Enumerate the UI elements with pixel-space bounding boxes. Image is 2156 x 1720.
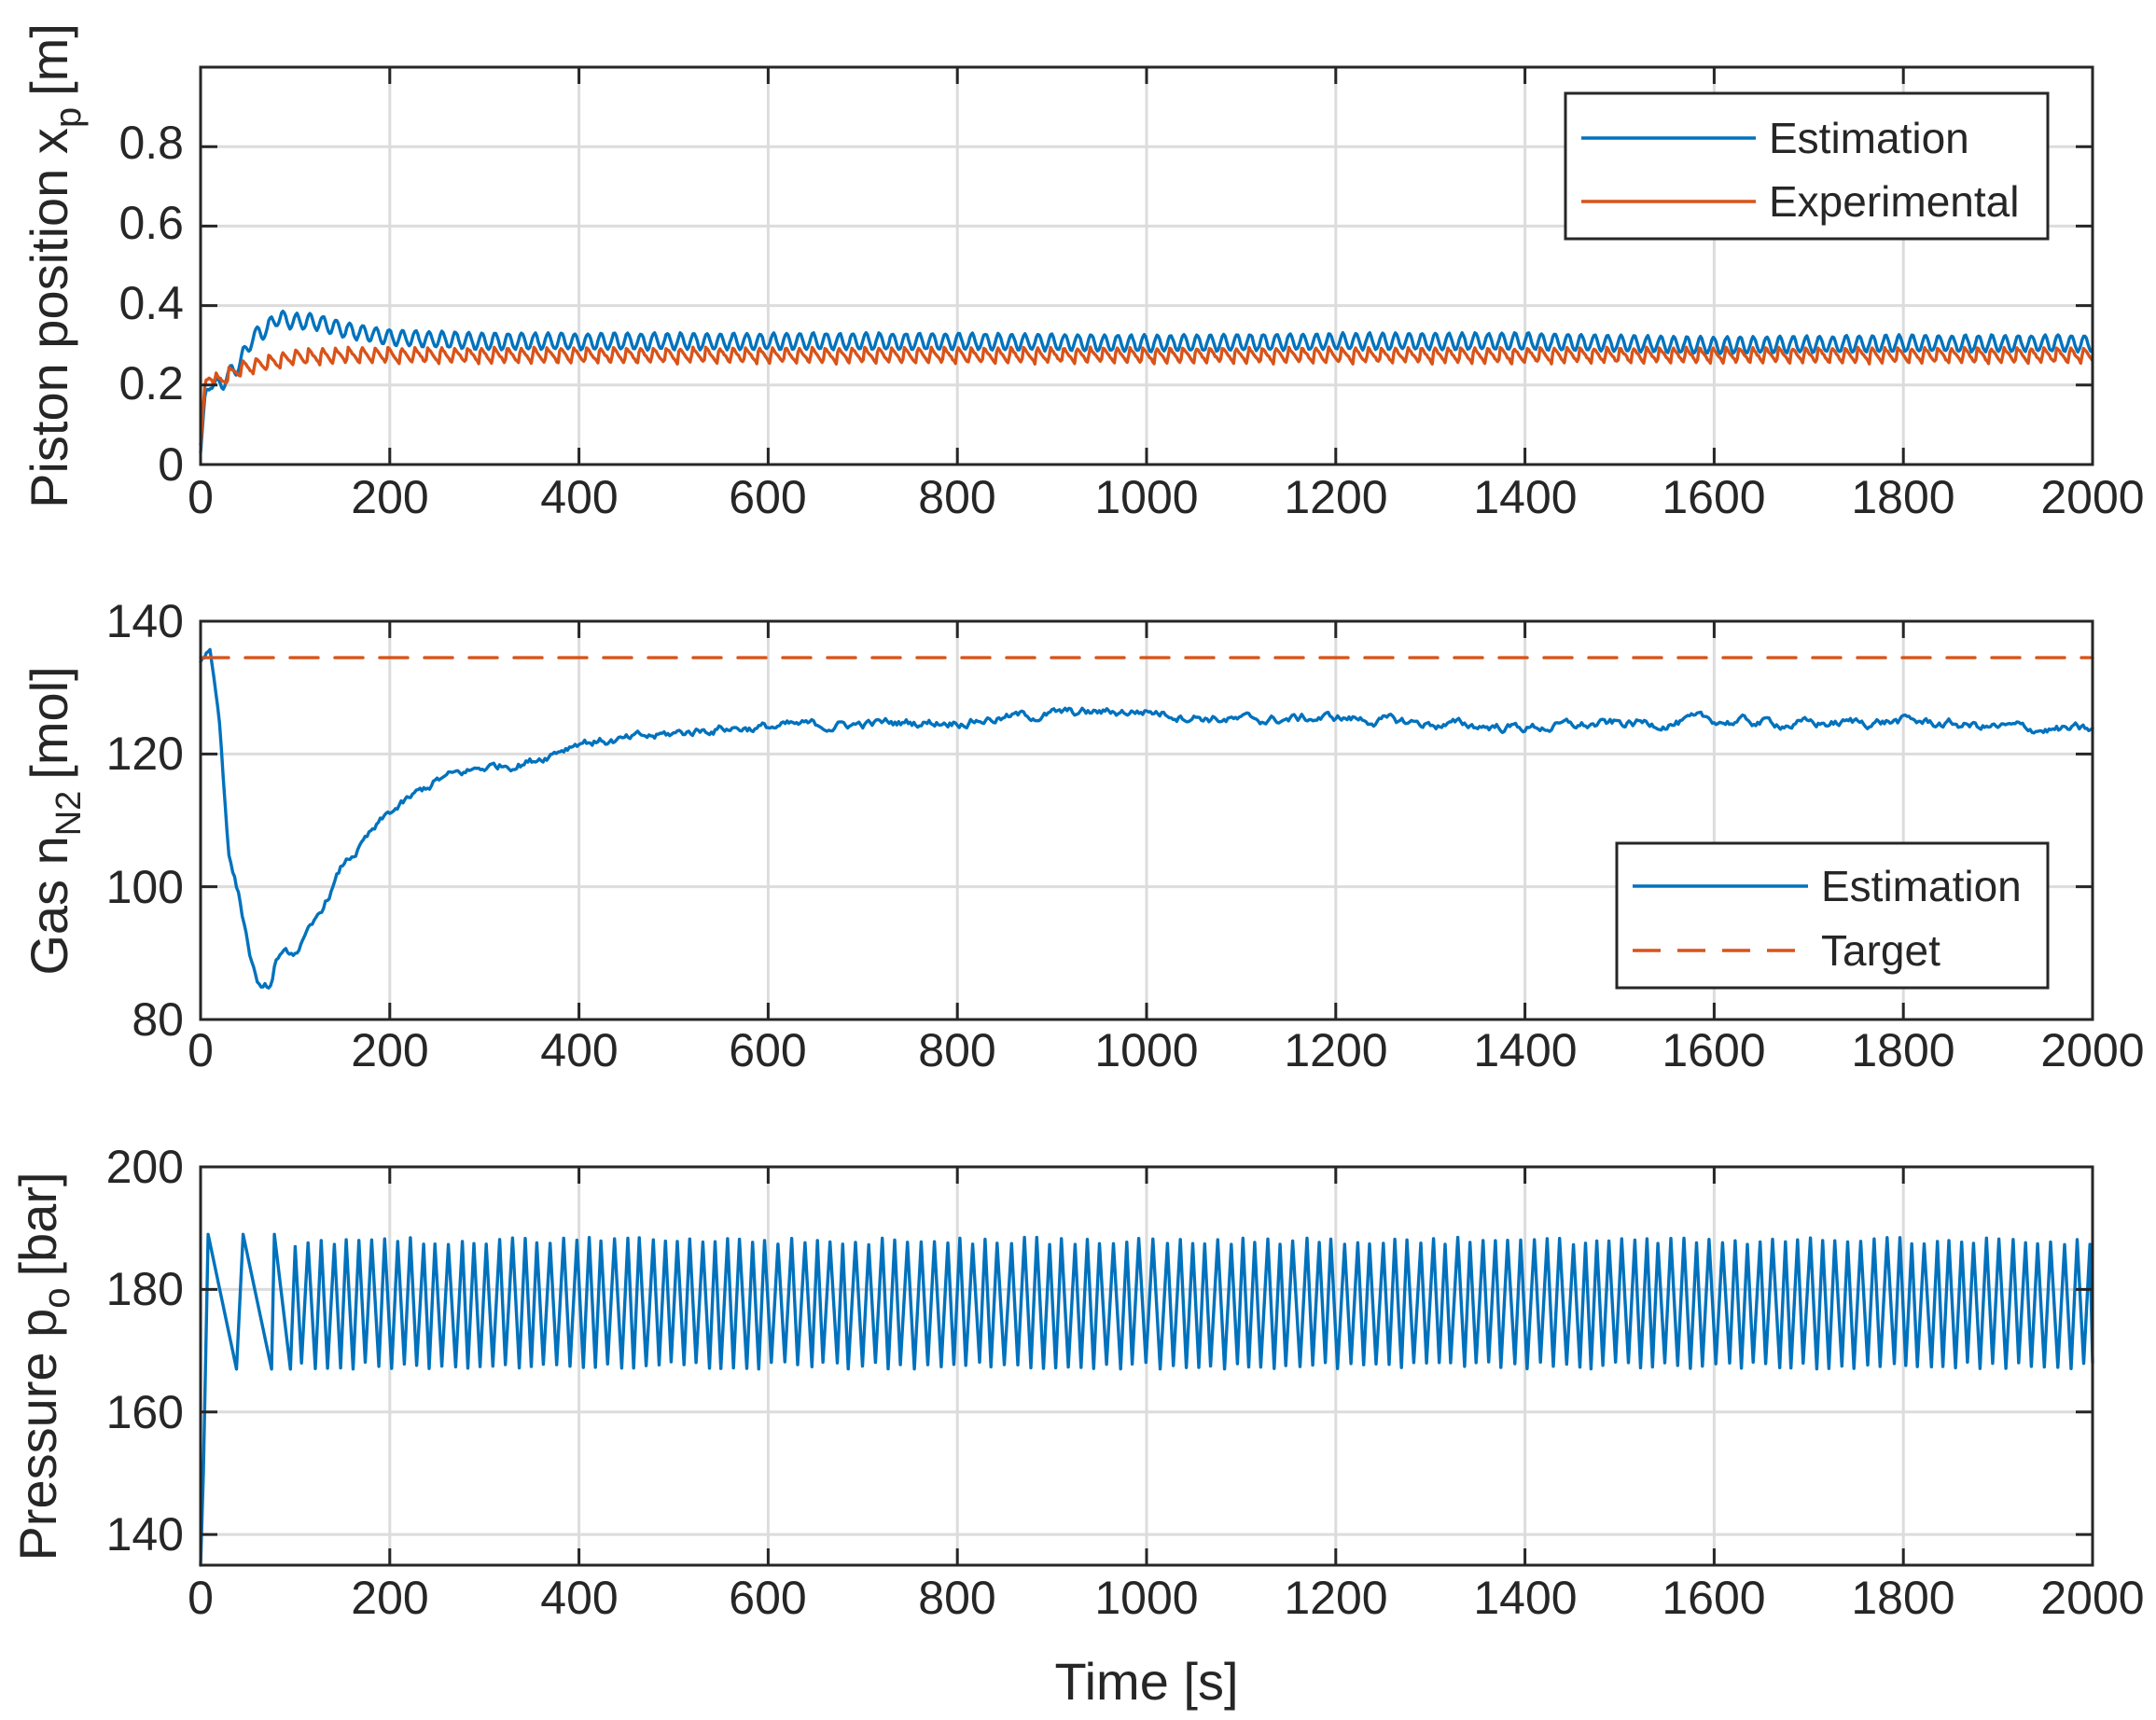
panel-gas-moles: 80 100 120 140 0 200 400 600 800 1000 12…	[20, 595, 2145, 1076]
pressure-ytick-marks	[201, 1165, 2093, 1536]
gas-xtick-label: 2000	[2040, 1024, 2144, 1076]
pressure-x-tick-labels: 0 200 400 600 800 1000 1200 1400 1600 18…	[188, 1572, 2145, 1624]
piston-series	[199, 310, 2094, 454]
piston-ytick-label: 0.6	[118, 197, 184, 249]
piston-x-tick-labels: 0 200 400 600 800 1000 1200 1400 1600 18…	[188, 471, 2145, 523]
pressure-xtick-label: 400	[540, 1572, 618, 1624]
pressure-xtick-label: 1800	[1851, 1572, 1954, 1624]
gas-ytick-label: 120	[106, 728, 184, 780]
pressure-ytick-label: 140	[106, 1508, 184, 1560]
gas-ytick-label: 100	[106, 861, 184, 913]
piston-series-experimental	[199, 345, 2094, 447]
pressure-series	[199, 1232, 2094, 1567]
gas-ytick-marks	[201, 619, 2093, 1021]
piston-xtick-label: 1400	[1473, 471, 1577, 523]
pressure-grid-x	[199, 1167, 2094, 1565]
pressure-ytick-label: 160	[106, 1386, 184, 1438]
gas-xtick-label: 800	[918, 1024, 995, 1076]
piston-y-tick-labels: 0 0.2 0.4 0.6 0.8	[118, 117, 184, 491]
gas-ytick-label: 140	[106, 595, 184, 647]
gas-xtick-label: 1000	[1094, 1024, 1198, 1076]
pressure-xtick-label: 1600	[1662, 1572, 1765, 1624]
piston-xtick-label: 0	[188, 471, 214, 523]
piston-xtick-label: 200	[351, 471, 428, 523]
gas-legend-label-estimation: Estimation	[1821, 862, 2022, 910]
piston-series-estimation	[199, 310, 2094, 454]
piston-legend-label-estimation: Estimation	[1769, 114, 1969, 162]
pressure-xtick-label: 1200	[1284, 1572, 1387, 1624]
pressure-y-tick-labels: 140 160 180 200	[106, 1141, 184, 1560]
pressure-xtick-label: 2000	[2040, 1572, 2144, 1624]
pressure-xtick-label: 1400	[1473, 1572, 1577, 1624]
gas-xtick-label: 1200	[1284, 1024, 1387, 1076]
gas-xtick-label: 200	[351, 1024, 428, 1076]
panel-pressure: 140 160 180 200 0 200 400 600 800 1000 1…	[8, 1141, 2145, 1711]
piston-legend: Estimation Experimental	[1564, 91, 2050, 241]
piston-xtick-label: 1800	[1851, 471, 1954, 523]
pressure-ytick-label: 200	[106, 1141, 184, 1193]
piston-xtick-label: 400	[540, 471, 618, 523]
piston-legend-label-experimental: Experimental	[1769, 177, 2019, 226]
gas-legend-label-target: Target	[1821, 926, 1940, 975]
pressure-y-axis-label: Pressure po[bar]	[8, 1172, 77, 1560]
piston-y-axis-label: Piston position xp[m]	[20, 23, 89, 508]
gas-xtick-label: 1800	[1851, 1024, 1954, 1076]
piston-legend-box	[1564, 91, 2050, 241]
gas-xtick-label: 400	[540, 1024, 618, 1076]
piston-ytick-marks	[201, 145, 2093, 466]
gas-x-tick-labels: 0 200 400 600 800 1000 1200 1400 1600 18…	[188, 1024, 2145, 1076]
x-axis-label: Time [s]	[1054, 1652, 1238, 1711]
piston-ytick-label: 0.4	[118, 277, 184, 329]
gas-xtick-label: 600	[729, 1024, 806, 1076]
gas-ytick-label: 80	[132, 993, 184, 1046]
pressure-xtick-label: 200	[351, 1572, 428, 1624]
panel-piston-position: 0 0.2 0.4 0.6 0.8 0 200 400 600 800 1000…	[20, 23, 2145, 523]
gas-xtick-marks	[199, 621, 2094, 1020]
piston-xtick-label: 2000	[2040, 471, 2144, 523]
piston-xtick-label: 800	[918, 471, 995, 523]
gas-series-estimation	[199, 647, 2094, 990]
piston-xtick-marks	[199, 67, 2094, 465]
gas-xtick-label: 1400	[1473, 1024, 1577, 1076]
piston-ytick-label: 0.2	[118, 357, 184, 409]
pressure-series-estimation	[199, 1232, 2094, 1567]
gas-legend: Estimation Target	[1615, 841, 2050, 990]
pressure-xtick-label: 0	[188, 1572, 214, 1624]
gas-series	[199, 647, 2094, 990]
pressure-xtick-label: 800	[918, 1572, 995, 1624]
pressure-xtick-label: 600	[729, 1572, 806, 1624]
piston-xtick-label: 600	[729, 471, 806, 523]
gas-xtick-label: 0	[188, 1024, 214, 1076]
gas-legend-box	[1615, 841, 2050, 990]
pressure-xtick-marks	[199, 1167, 2094, 1565]
gas-xtick-label: 1600	[1662, 1024, 1765, 1076]
gas-y-axis-label: Gas nN2[mol]	[20, 666, 89, 975]
pressure-xtick-label: 1000	[1094, 1572, 1198, 1624]
pressure-ytick-label: 180	[106, 1263, 184, 1315]
piston-ytick-label: 0.8	[118, 117, 184, 169]
piston-xtick-label: 1000	[1094, 471, 1198, 523]
piston-ytick-label: 0	[158, 438, 184, 491]
gas-y-tick-labels: 80 100 120 140	[106, 595, 184, 1046]
piston-xtick-label: 1200	[1284, 471, 1387, 523]
piston-xtick-label: 1600	[1662, 471, 1765, 523]
